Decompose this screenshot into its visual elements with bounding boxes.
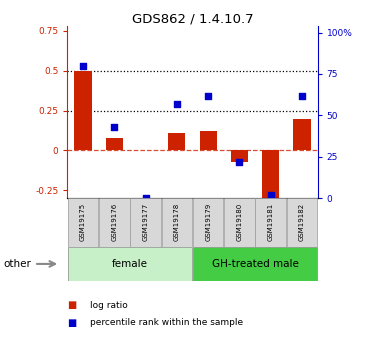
Text: GSM19178: GSM19178 bbox=[174, 203, 180, 241]
Bar bbox=[130, 198, 161, 247]
Bar bbox=[193, 247, 317, 281]
Text: GDS862 / 1.4.10.7: GDS862 / 1.4.10.7 bbox=[132, 12, 253, 25]
Text: GSM19182: GSM19182 bbox=[299, 203, 305, 240]
Bar bbox=[193, 198, 223, 247]
Text: GH-treated male: GH-treated male bbox=[212, 259, 298, 269]
Text: GSM19180: GSM19180 bbox=[236, 203, 243, 241]
Point bbox=[236, 159, 243, 165]
Point bbox=[111, 124, 117, 130]
Bar bbox=[224, 198, 255, 247]
Point bbox=[205, 93, 211, 98]
Bar bbox=[255, 198, 286, 247]
Text: GSM19176: GSM19176 bbox=[111, 203, 117, 241]
Text: GSM19179: GSM19179 bbox=[205, 203, 211, 241]
Text: GSM19177: GSM19177 bbox=[142, 203, 149, 241]
Text: ■: ■ bbox=[67, 318, 77, 327]
Text: log ratio: log ratio bbox=[90, 301, 128, 310]
Text: GSM19181: GSM19181 bbox=[268, 203, 274, 241]
Point bbox=[268, 192, 274, 198]
Bar bbox=[287, 198, 317, 247]
Bar bbox=[99, 198, 130, 247]
Text: female: female bbox=[112, 259, 148, 269]
Point bbox=[299, 93, 305, 98]
Text: GSM19175: GSM19175 bbox=[80, 203, 86, 240]
Point bbox=[80, 63, 86, 68]
Bar bbox=[68, 247, 192, 281]
Bar bbox=[168, 133, 186, 150]
Bar bbox=[74, 71, 92, 150]
Text: other: other bbox=[4, 259, 32, 269]
Bar bbox=[162, 198, 192, 247]
Point bbox=[174, 101, 180, 107]
Bar bbox=[293, 119, 311, 150]
Bar bbox=[199, 131, 217, 150]
Text: ■: ■ bbox=[67, 300, 77, 310]
Bar bbox=[262, 150, 279, 198]
Bar bbox=[106, 138, 123, 150]
Point bbox=[142, 196, 149, 201]
Bar bbox=[231, 150, 248, 162]
Bar bbox=[68, 198, 98, 247]
Text: percentile rank within the sample: percentile rank within the sample bbox=[90, 318, 244, 327]
